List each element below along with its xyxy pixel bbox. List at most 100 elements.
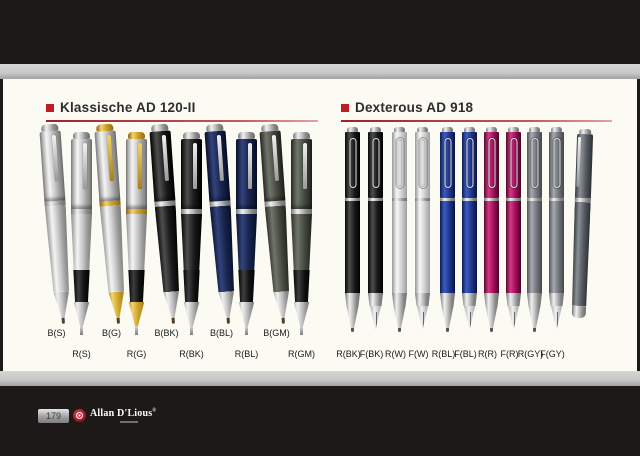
pen-cap	[574, 133, 594, 199]
pen-clip-icon	[216, 134, 224, 181]
pen-cone	[393, 306, 406, 328]
pen-tip	[171, 317, 175, 324]
pen-crown	[394, 127, 405, 132]
brand-tagline-line	[120, 421, 138, 423]
brand-name-text: Allan D'Lious	[90, 408, 153, 419]
pen-cone	[183, 302, 200, 326]
pen-label: R(GY)	[517, 349, 544, 359]
pen-cap	[71, 139, 92, 209]
pen-cone	[73, 302, 90, 326]
pen-crown	[551, 127, 562, 132]
section-title-klassische: Klassische AD 120-II	[60, 100, 196, 115]
pen-band	[506, 198, 521, 201]
pen-grip-section	[484, 293, 499, 306]
rollerball-pen-gunmetal	[291, 132, 312, 335]
pen-tip	[190, 326, 193, 335]
section-header-dexterous: Dexterous AD 918	[341, 100, 473, 115]
rollerball-pen-silver	[71, 132, 92, 335]
pen-clip-icon	[106, 134, 114, 181]
fountain-pen-blue	[462, 127, 477, 330]
pen-cone	[485, 306, 498, 328]
pen-cap	[126, 139, 147, 209]
pen-band	[415, 198, 430, 201]
pen-cap	[345, 132, 360, 198]
pen-label: B(G)	[102, 328, 121, 338]
brand-logo-icon	[73, 409, 86, 422]
rollerball-pen-navy	[236, 132, 257, 335]
pen-clip-icon	[303, 143, 307, 189]
pen-band	[440, 198, 455, 201]
pen-nib	[416, 306, 429, 330]
pen-cap	[484, 132, 499, 198]
rollerball-pen-white	[392, 127, 407, 332]
pen-cap	[415, 132, 430, 198]
pen-tip	[80, 326, 83, 335]
pen-label: R(GM)	[288, 349, 315, 359]
pen-label: R(BK)	[336, 349, 361, 359]
pen-nib	[463, 306, 476, 330]
pen-barrel	[71, 214, 92, 270]
pen-label: F(R)	[500, 349, 519, 359]
pen-label: B(BK)	[154, 328, 179, 338]
pen-grip-section	[368, 293, 383, 306]
pen-barrel	[415, 201, 430, 293]
pen-clip-icon	[444, 138, 451, 188]
rollerball-pen-gray	[527, 127, 542, 332]
pen-tip	[300, 326, 303, 335]
pen-label: B(BL)	[209, 328, 234, 338]
pen-crown	[73, 132, 90, 139]
section-rule-klassische	[46, 120, 318, 122]
pen-cap	[181, 139, 202, 209]
top-gray-strip	[0, 64, 640, 79]
pen-cap	[549, 132, 564, 198]
pen-crown	[417, 127, 428, 132]
pen-cap	[291, 139, 312, 209]
pen-grip	[238, 270, 255, 302]
pen-grip	[183, 270, 200, 302]
pen-barrel	[236, 214, 257, 270]
pen-tip	[446, 328, 449, 332]
pen-clip-icon	[466, 138, 473, 188]
pen-label: F(W)	[408, 349, 429, 359]
pen-cone	[238, 302, 255, 326]
pen-grip-section	[440, 293, 455, 306]
pen-clip-icon	[553, 138, 560, 188]
pen-label: R(G)	[126, 349, 147, 359]
pen-barrel	[392, 201, 407, 293]
fountain-pen-white	[415, 127, 430, 330]
pen-clip-icon	[576, 136, 582, 187]
pen-barrel	[345, 201, 360, 293]
pen-label: F(BK)	[359, 349, 384, 359]
fountain-pen-magenta	[506, 127, 521, 330]
pen-grip-section	[506, 293, 521, 306]
pen-label: B(GM)	[263, 328, 290, 338]
pen-tip	[281, 317, 285, 324]
pen-tip	[61, 317, 65, 324]
pen-barrel	[126, 214, 147, 270]
registered-mark: ®	[152, 408, 157, 414]
pen-label: R(BK)	[179, 349, 204, 359]
pen-barrel	[181, 214, 202, 270]
fountain-pen-black	[368, 127, 383, 330]
pen-grip	[293, 270, 310, 302]
section-title-dexterous: Dexterous AD 918	[355, 100, 474, 115]
rollerball-pen-silver	[126, 132, 147, 335]
pen-cap	[392, 132, 407, 198]
pen-grip	[128, 270, 145, 302]
pen-band	[345, 198, 360, 201]
pen-label: R(S)	[72, 349, 91, 359]
pen-label: R(R)	[478, 349, 497, 359]
pen-crown	[486, 127, 497, 132]
pen-tip	[351, 328, 354, 332]
pen-clip-icon	[372, 138, 379, 188]
pen-tip	[116, 317, 120, 324]
rollerball-pen-magenta	[484, 127, 499, 332]
pen-end-cap	[571, 305, 587, 319]
pen-crown	[183, 132, 200, 139]
fountain-pen-gray	[549, 127, 564, 330]
page-number: 179	[45, 411, 62, 421]
pen-barrel	[527, 201, 542, 293]
brand-name: Allan D'Lious®	[90, 408, 157, 423]
pen-clip-icon	[138, 143, 142, 189]
